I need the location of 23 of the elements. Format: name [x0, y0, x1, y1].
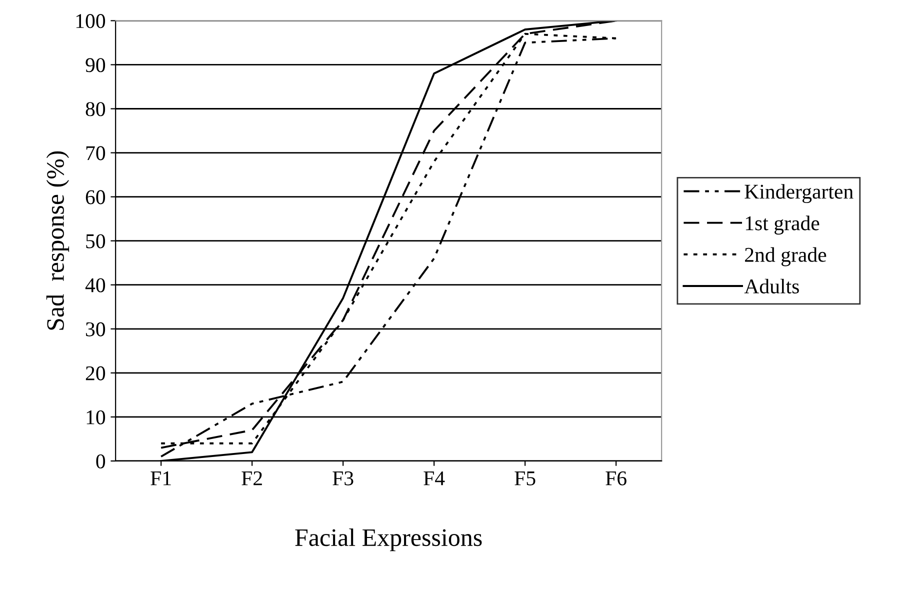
x-tick-label: F5	[514, 472, 536, 486]
y-tick-label: 30	[86, 322, 106, 336]
y-axis-title: Sad response (%)	[46, 151, 70, 330]
y-tick-label: 90	[86, 58, 106, 72]
y-tick-label: 70	[86, 146, 106, 160]
y-tick-label: 60	[86, 190, 106, 204]
legend-label: 2nd grade	[745, 247, 826, 266]
x-tick-label: F4	[424, 471, 445, 486]
y-tick-label: 0	[96, 454, 106, 468]
y-tick-label: 10	[86, 410, 106, 424]
legend-label: Kindergarten	[744, 184, 854, 204]
x-tick-label: F2	[242, 471, 262, 486]
x-tick-label: F3	[332, 471, 354, 486]
y-tick-label: 40	[85, 278, 106, 292]
legend-label: Adults	[744, 278, 799, 294]
y-tick-label: 20	[86, 366, 106, 380]
y-tick-label: 80	[86, 102, 106, 116]
y-tick-label: 100	[76, 14, 106, 28]
x-axis-title: Facial Expressions	[295, 528, 482, 552]
y-tick-label: 50	[86, 234, 106, 248]
legend-label: 1st grade	[746, 216, 820, 235]
x-tick-label: F6	[606, 471, 626, 486]
x-tick-label: F1	[150, 471, 171, 486]
